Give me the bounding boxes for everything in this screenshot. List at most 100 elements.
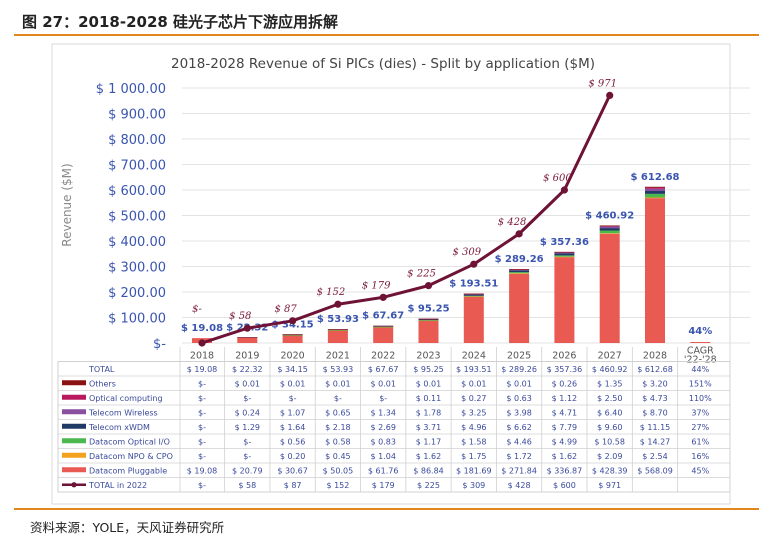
total-line-point <box>334 300 342 308</box>
x-tick-label: 2022 <box>371 350 395 361</box>
legend-line-marker <box>71 482 77 488</box>
table-cell: $ 86.84 <box>413 466 444 475</box>
table-cell: $ 0.24 <box>235 408 260 417</box>
table-cell: $ 6.40 <box>597 408 622 417</box>
table-cell: $ 2.18 <box>325 423 350 432</box>
bar-total-label: $ 460.92 <box>585 210 634 221</box>
table-cell: $ 1.29 <box>235 423 260 432</box>
total-line-label: $ 179 <box>362 280 391 291</box>
table-cell: $ 3.25 <box>461 408 486 417</box>
bar-segment <box>645 191 665 194</box>
table-row-label: Others <box>89 379 116 388</box>
legend-swatch <box>62 438 86 444</box>
table-cell: $- <box>243 437 251 446</box>
table-cell: $ 179 <box>372 481 395 490</box>
table-cell: $ 20.79 <box>232 466 263 475</box>
table-cell: $ 1.12 <box>552 394 577 403</box>
bar-segment <box>554 253 575 256</box>
y-tick-label: $ 500.00 <box>108 210 166 225</box>
legend-swatch <box>62 467 86 473</box>
bar-segment <box>282 334 303 335</box>
table-cell: $ 7.79 <box>552 423 577 432</box>
table-cell: $ 1.34 <box>370 408 395 417</box>
table-cell: $ 1.78 <box>416 408 441 417</box>
table-cell: $ 0.58 <box>325 437 350 446</box>
table-cell: $- <box>198 423 206 432</box>
table-cell: $ 2.09 <box>597 452 622 461</box>
table-cell: $ 181.69 <box>456 466 492 475</box>
table-cell: $ 568.09 <box>637 466 673 475</box>
table-row-label: TOTAL <box>88 365 115 374</box>
table-cell: $ 4.46 <box>506 437 531 446</box>
table-cell: $ 0.20 <box>280 452 305 461</box>
table-cell: $ 4.71 <box>552 408 577 417</box>
bar-segment <box>645 197 665 199</box>
total-line-label: $ 309 <box>452 247 481 258</box>
y-tick-label: $ 300.00 <box>108 261 166 276</box>
total-line-point <box>560 186 569 194</box>
figure-caption: 图 27：2018-2028 硅光子芯片下游应用拆解 <box>22 13 339 31</box>
bar-segment <box>599 233 620 343</box>
table-cell: $- <box>198 394 206 403</box>
y-tick-label: $- <box>153 337 166 352</box>
table-cell: $ 0.01 <box>235 379 260 388</box>
bar-segment <box>373 327 394 343</box>
total-line-point <box>289 317 297 325</box>
table-cagr-cell: 37% <box>691 408 709 417</box>
table-cell: $- <box>243 452 251 461</box>
table-cell: $ 2.69 <box>370 423 395 432</box>
bar-segment <box>282 334 303 336</box>
bar-total-label: $ 289.26 <box>495 254 544 265</box>
y-axis-label: Revenue ($M) <box>60 163 74 246</box>
x-tick-label: 2020 <box>281 350 305 361</box>
bar-segment <box>554 256 575 258</box>
total-line-label: $ 971 <box>588 78 617 89</box>
table-cagr-cell: 45% <box>691 466 709 475</box>
total-line-point <box>606 91 614 99</box>
table-cell: $ 11.15 <box>640 423 671 432</box>
table-cell: $- <box>198 408 206 417</box>
table-cell: $ 67.67 <box>368 365 399 374</box>
table-cell: $ 460.92 <box>592 365 628 374</box>
bar-segment <box>418 318 439 320</box>
table-cell: $ 3.98 <box>506 408 531 417</box>
table-cell: $ 61.76 <box>368 466 399 475</box>
bar-total-label: $ 53.93 <box>317 314 359 325</box>
table-cell: $ 14.27 <box>640 437 671 446</box>
total-line-label: $ 225 <box>407 269 436 280</box>
table-cell: $ 225 <box>417 481 440 490</box>
bar-total-label: $ 357.36 <box>540 237 589 248</box>
bar-segment <box>509 273 530 274</box>
table-cell: $- <box>198 481 206 490</box>
bar-segment <box>282 335 303 343</box>
y-tick-label: $ 200.00 <box>108 286 166 301</box>
table-cell: $ 34.15 <box>277 365 308 374</box>
y-tick-label: $ 800.00 <box>108 133 166 148</box>
bar-segment <box>645 187 665 189</box>
table-cell: $ 19.08 <box>187 365 218 374</box>
bar-segment <box>327 329 348 330</box>
bar-segment <box>509 270 530 273</box>
total-line: $- $ 58 $ 87 $ 152 $ 179 $ 225 $ 309 $ 428 $ 600… <box>192 78 617 347</box>
table-cagr-cell: 151% <box>689 379 712 388</box>
bar-total-label: $ 19.08 <box>181 323 223 334</box>
bar-segment <box>599 228 620 231</box>
y-axis-ticks: $- $ 100.00 $ 200.00 $ 300.00 $ 400.00 $ 500.… <box>96 82 167 352</box>
table-cell: $ 58 <box>238 481 256 490</box>
table-cell: $ 1.17 <box>416 437 441 446</box>
table-cagr-cell: 61% <box>691 437 709 446</box>
bar-segment <box>509 273 530 343</box>
table-cell: $ 1.75 <box>461 452 486 461</box>
table-cell: $ 0.26 <box>552 379 577 388</box>
bar-segment <box>645 193 665 198</box>
table-cell: $ 6.62 <box>506 423 531 432</box>
table-cell: $ 0.83 <box>370 437 395 446</box>
y-tick-label: $ 700.00 <box>108 159 166 174</box>
x-tick-label: 2019 <box>235 350 259 361</box>
table-cell: $ 193.51 <box>456 365 492 374</box>
table-cell: $ 1.04 <box>370 452 395 461</box>
y-tick-label: $ 400.00 <box>108 235 166 250</box>
table-cell: $ 1.62 <box>416 452 441 461</box>
bar-segment <box>463 294 484 296</box>
table-cell: $ 271.84 <box>501 466 537 475</box>
